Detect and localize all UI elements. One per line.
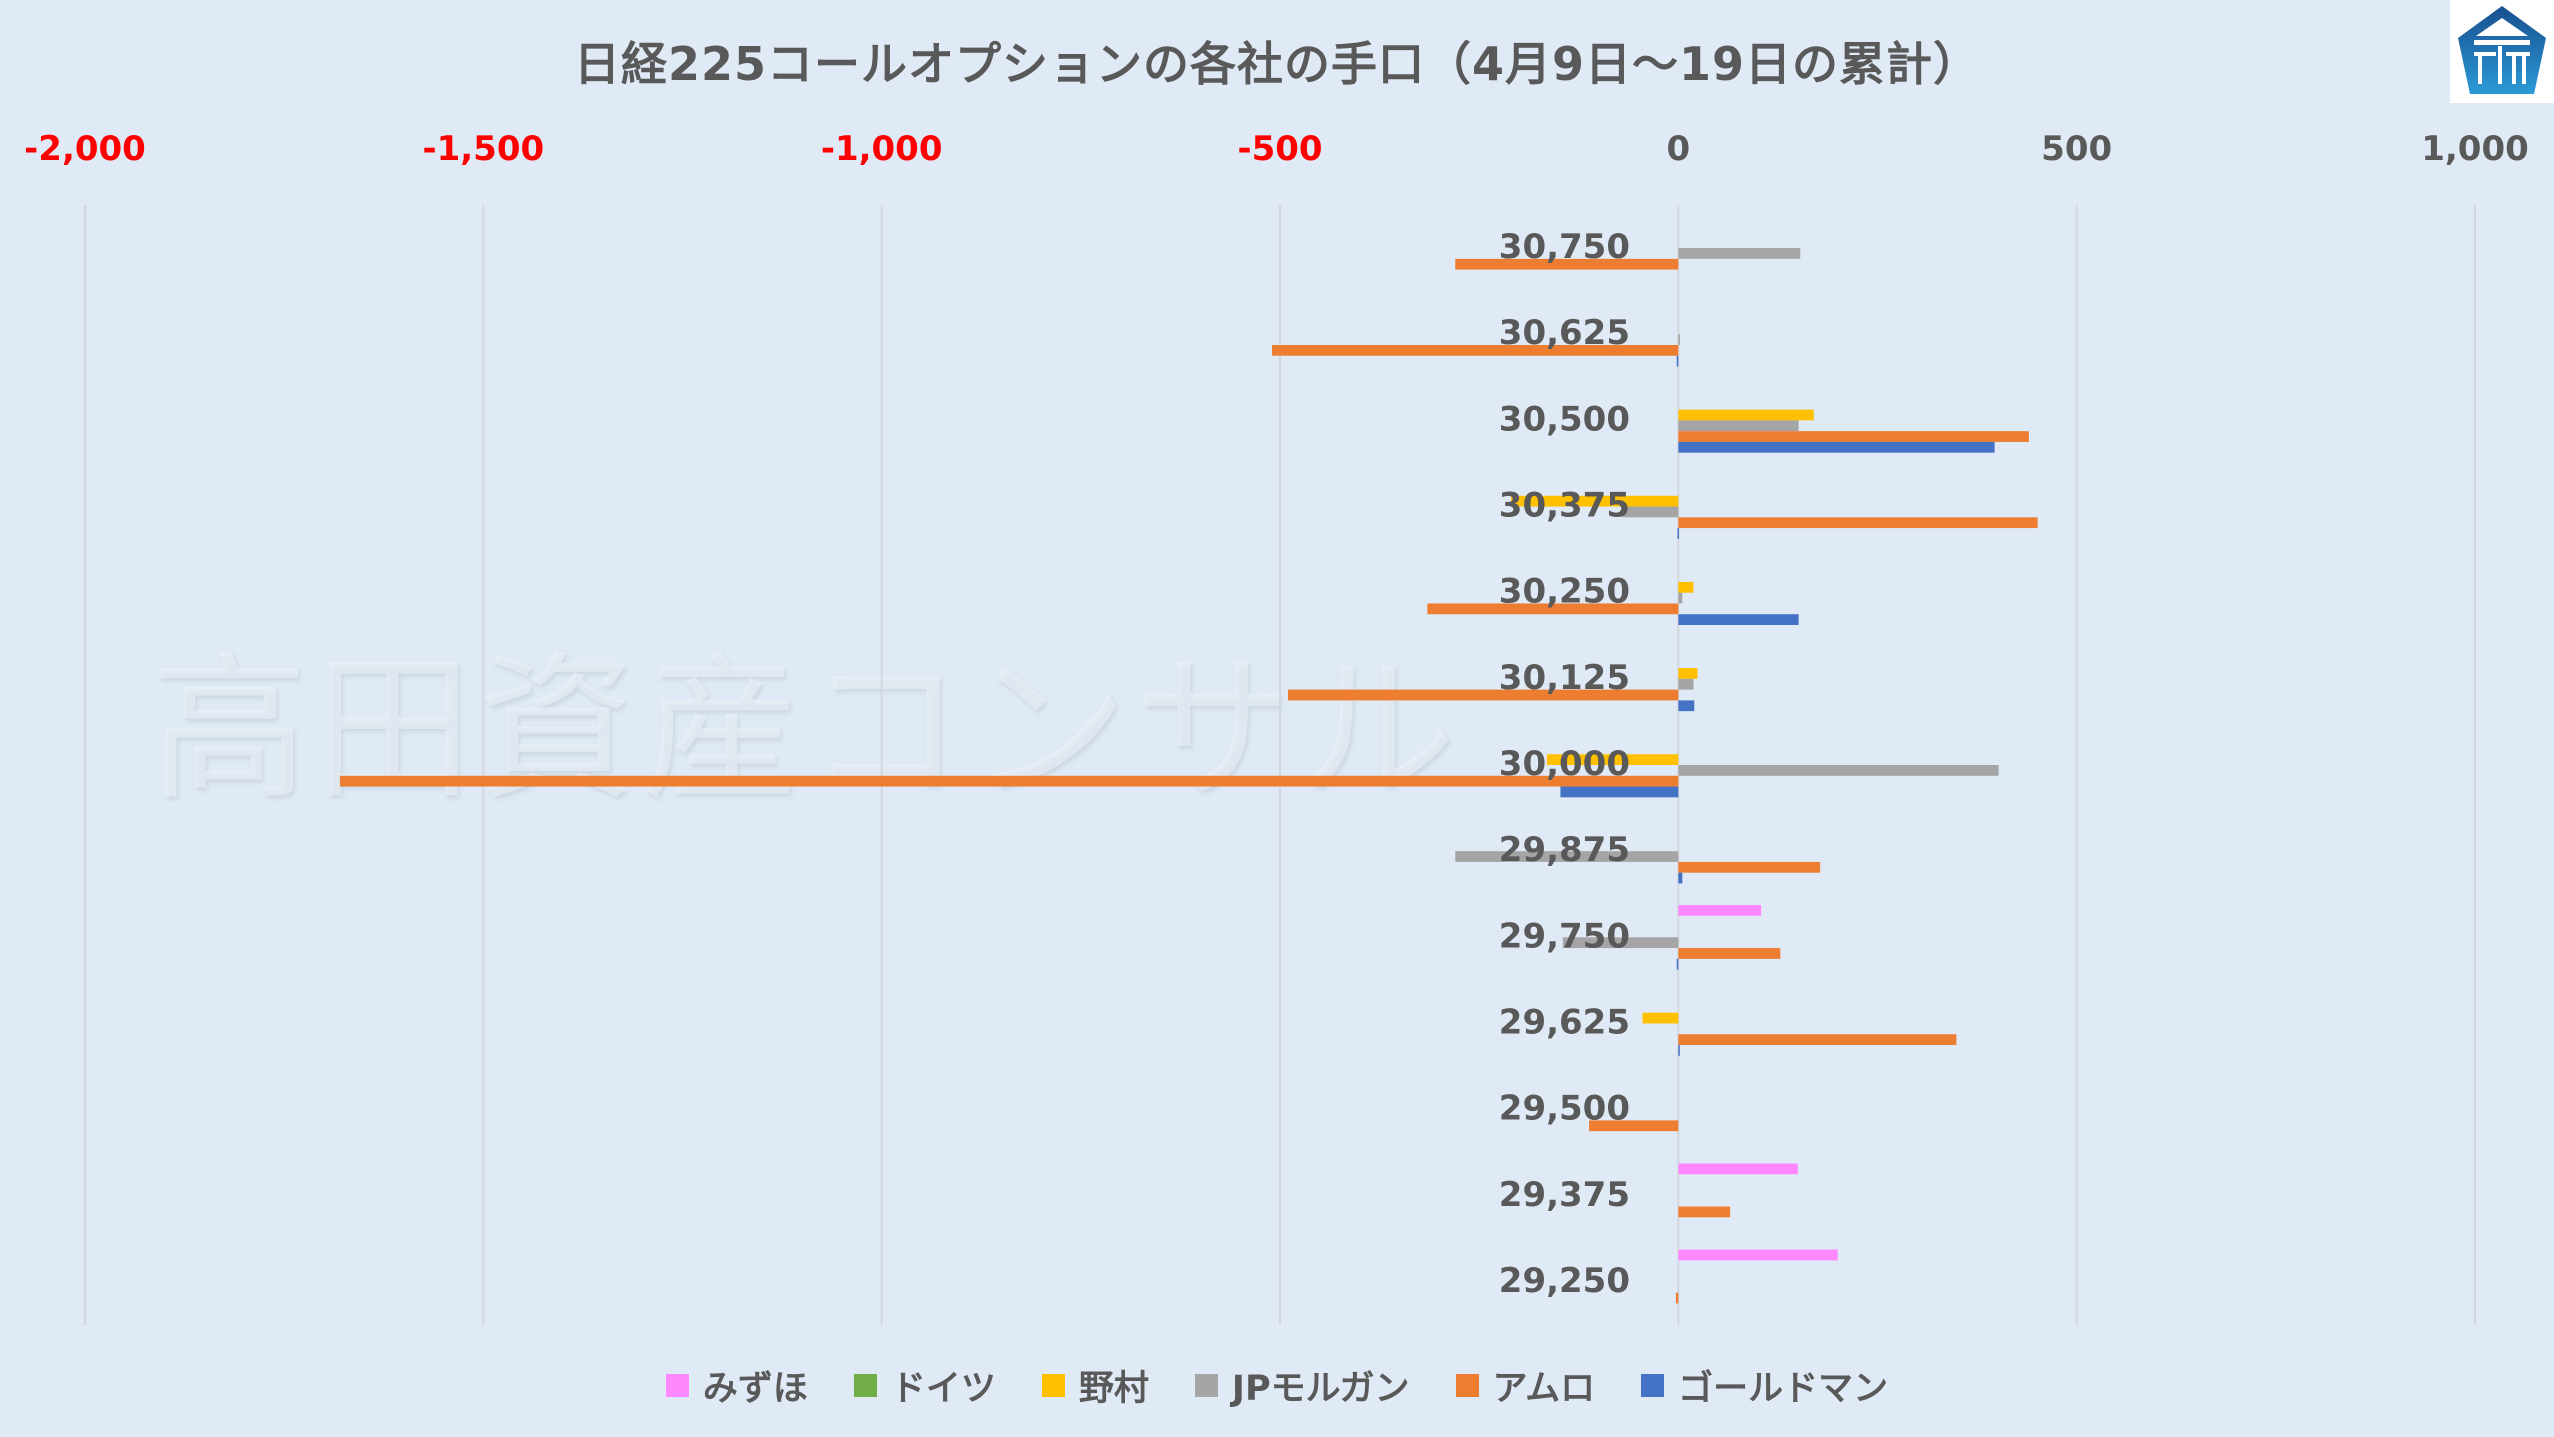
category-label: 30,375 bbox=[1499, 486, 1630, 526]
bar-野村-30,125 bbox=[1678, 668, 1698, 679]
category-labels: 30,750 30,625 30,500 30,375 30,250 30,125 30,0… bbox=[1499, 227, 1630, 1301]
bar-アムロ-29,750 bbox=[1678, 948, 1781, 959]
legend-swatch bbox=[853, 1373, 877, 1397]
legend-item-amro[interactable]: アムロ bbox=[1455, 1360, 1596, 1411]
x-tick-label: 1,000 bbox=[2421, 129, 2529, 169]
bar-JPモルガン-29,750 bbox=[1562, 937, 1679, 949]
bar-野村-30,500 bbox=[1678, 409, 1814, 421]
bar-アムロ-29,875 bbox=[1678, 861, 1821, 873]
legend: みずほ ドイツ 野村 JPモルガン アムロ ゴールドマン bbox=[0, 1360, 2554, 1410]
legend-label: 野村 bbox=[1078, 1368, 1149, 1409]
category-label: 30,625 bbox=[1499, 313, 1630, 353]
category-label: 30,125 bbox=[1499, 658, 1630, 698]
bar-JPモルガン-30,750 bbox=[1678, 248, 1801, 259]
bar-ゴールドマン-29,750 bbox=[1676, 958, 1679, 970]
x-tick-label: 0 bbox=[1666, 129, 1690, 169]
bar-アムロ-29,500 bbox=[1589, 1120, 1679, 1132]
legend-label: JPモルガン bbox=[1231, 1368, 1410, 1409]
bar-野村-29,625 bbox=[1642, 1012, 1679, 1024]
bar-ゴールドマン-30,125 bbox=[1678, 700, 1695, 712]
legend-item-goldman[interactable]: ゴールドマン bbox=[1641, 1360, 1888, 1411]
category-label: 30,250 bbox=[1499, 572, 1630, 612]
legend-item-nomura[interactable]: 野村 bbox=[1041, 1360, 1149, 1411]
category-label: 30,750 bbox=[1499, 227, 1630, 267]
bar-アムロ-30,625 bbox=[1272, 345, 1679, 356]
legend-swatch bbox=[1194, 1373, 1218, 1397]
legend-label: ゴールドマン bbox=[1678, 1368, 1889, 1409]
gridlines bbox=[83, 205, 2476, 1325]
bar-みずほ-29,750 bbox=[1678, 905, 1762, 916]
bar-野村-30,000 bbox=[1546, 754, 1679, 765]
bar-JPモルガン-30,000 bbox=[1678, 765, 1999, 776]
bars bbox=[339, 248, 2038, 1304]
category-label: 29,750 bbox=[1499, 916, 1630, 956]
bar-ゴールドマン-29,625 bbox=[1678, 1045, 1680, 1056]
company-logo bbox=[2450, 0, 2554, 103]
legend-item-deutsche[interactable]: ドイツ bbox=[853, 1360, 996, 1411]
chart-title: 日経225コールオプションの各社の手口（4月9日〜19日の累計） bbox=[573, 37, 1981, 91]
x-tick-label: -2,000 bbox=[24, 129, 146, 169]
legend-label: アムロ bbox=[1492, 1368, 1596, 1409]
legend-item-mizuho[interactable]: みずほ bbox=[665, 1360, 808, 1411]
legend-swatch bbox=[665, 1373, 689, 1397]
bar-ゴールドマン-30,500 bbox=[1678, 441, 1995, 453]
x-tick-label: -1,500 bbox=[423, 129, 545, 169]
bar-アムロ-29,375 bbox=[1678, 1206, 1731, 1218]
bar-アムロ-30,375 bbox=[1678, 517, 2038, 529]
bar-アムロ-29,250 bbox=[1675, 1292, 1679, 1304]
bar-アムロ-29,625 bbox=[1678, 1034, 1957, 1045]
bar-JPモルガン-30,625 bbox=[1678, 334, 1680, 345]
legend-swatch bbox=[1641, 1373, 1665, 1397]
bar-JPモルガン-29,875 bbox=[1455, 851, 1679, 862]
category-label: 30,500 bbox=[1499, 399, 1630, 439]
bar-JPモルガン-30,375 bbox=[1622, 506, 1679, 518]
bar-アムロ-30,000 bbox=[339, 775, 1679, 787]
x-tick-label: 500 bbox=[2041, 129, 2112, 169]
bar-アムロ-30,750 bbox=[1455, 258, 1679, 270]
category-label: 29,375 bbox=[1499, 1175, 1630, 1215]
legend-item-jpmorgan[interactable]: JPモルガン bbox=[1194, 1360, 1410, 1411]
category-label: 29,625 bbox=[1499, 1002, 1630, 1042]
bar-アムロ-30,125 bbox=[1287, 689, 1679, 701]
bar-ゴールドマン-29,875 bbox=[1678, 872, 1683, 884]
bar-ゴールドマン-30,250 bbox=[1678, 614, 1799, 625]
bar-アムロ-30,500 bbox=[1678, 431, 2029, 442]
legend-swatch bbox=[1041, 1373, 1065, 1397]
legend-label: ドイツ bbox=[890, 1368, 996, 1409]
legend-swatch bbox=[1455, 1373, 1479, 1397]
bar-みずほ-29,375 bbox=[1678, 1163, 1798, 1175]
category-label: 30,000 bbox=[1499, 744, 1630, 784]
category-label: 29,500 bbox=[1499, 1089, 1630, 1129]
bar-ゴールドマン-30,000 bbox=[1560, 786, 1679, 798]
bar-ゴールドマン-30,375 bbox=[1677, 528, 1680, 539]
category-label: 29,250 bbox=[1499, 1261, 1630, 1301]
bar-JPモルガン-30,125 bbox=[1678, 678, 1694, 690]
x-tick-label: -500 bbox=[1237, 129, 1322, 169]
x-axis-ticks: -2,000 -1,500 -1,000 -500 0 500 1,000 bbox=[24, 129, 2529, 169]
bar-みずほ-29,250 bbox=[1678, 1249, 1838, 1261]
company-logo-pentagon-icon bbox=[2458, 6, 2546, 94]
bar-JPモルガン-30,250 bbox=[1678, 592, 1683, 604]
x-tick-label: -1,000 bbox=[821, 129, 943, 169]
bar-野村-30,375 bbox=[1511, 495, 1679, 507]
legend-label: みずほ bbox=[702, 1368, 808, 1409]
bar-野村-30,250 bbox=[1678, 581, 1694, 593]
category-label: 29,875 bbox=[1499, 830, 1630, 870]
bar-ゴールドマン-30,625 bbox=[1676, 355, 1679, 367]
bar-JPモルガン-30,500 bbox=[1678, 420, 1799, 432]
bar-アムロ-30,250 bbox=[1427, 603, 1679, 615]
